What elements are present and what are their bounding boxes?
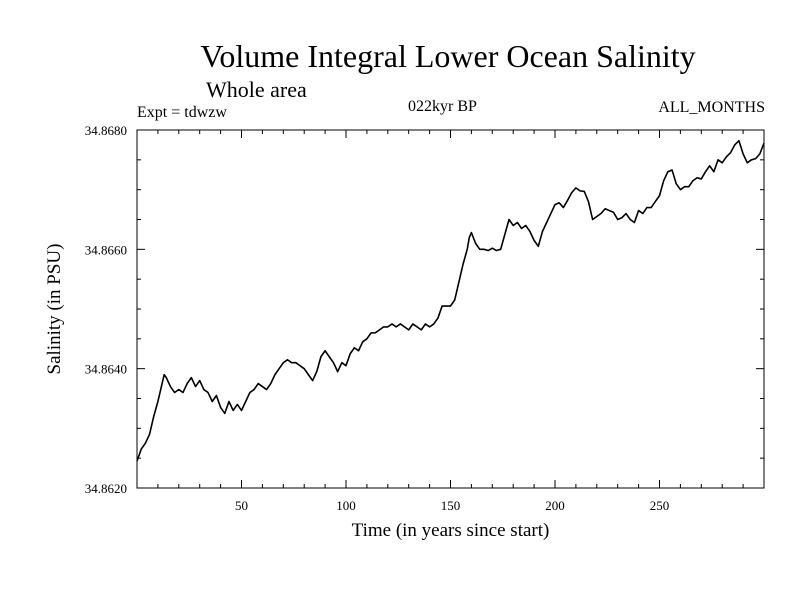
y-axis-tick-labels: 34.8620 34.8640 34.8660 34.8680 <box>85 123 127 496</box>
x-tick-label: 150 <box>441 498 461 513</box>
experiment-label: Expt = tdwzw <box>137 104 227 121</box>
x-tick-label: 250 <box>650 498 670 513</box>
x-tick-label: 50 <box>235 498 248 513</box>
x-axis-title: Time (in years since start) <box>352 520 550 541</box>
y-tick-label: 34.8660 <box>85 242 127 257</box>
x-axis-tick-labels: 50 100 150 200 250 <box>235 498 669 513</box>
y-tick-label: 34.8680 <box>85 123 127 138</box>
salinity-series-line <box>136 139 765 462</box>
y-axis-title: Salinity (in PSU) <box>44 244 65 375</box>
y-tick-label: 34.8620 <box>85 481 127 496</box>
chart-subtitle: Whole area <box>206 77 307 102</box>
x-tick-label: 100 <box>336 498 356 513</box>
x-tick-label: 200 <box>545 498 565 513</box>
x-axis-ticks <box>157 130 744 488</box>
y-axis-ticks <box>137 129 764 489</box>
chart-title: Volume Integral Lower Ocean Salinity <box>200 38 696 74</box>
months-label: ALL_MONTHS <box>658 99 765 116</box>
plot-frame <box>136 129 765 489</box>
y-tick-label: 34.8640 <box>85 362 127 377</box>
period-label: 022kyr BP <box>408 98 477 115</box>
